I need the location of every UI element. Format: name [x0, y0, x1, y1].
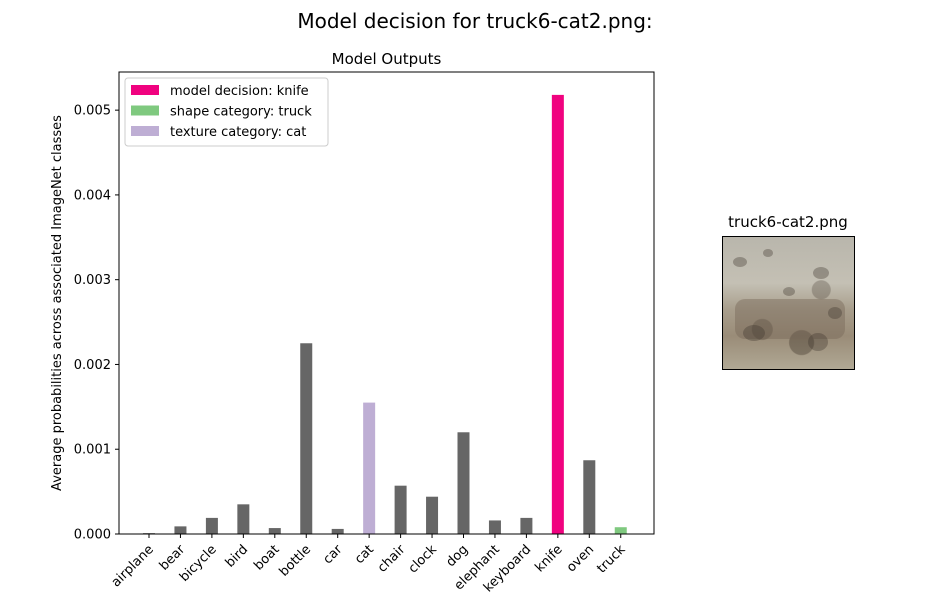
y-tick-label: 0.004	[74, 188, 111, 203]
bar-chair	[394, 485, 407, 534]
bar-bicycle	[205, 517, 218, 534]
texture-spot	[783, 287, 795, 296]
bar-car	[331, 528, 344, 534]
x-tick-label: clock	[406, 542, 441, 577]
texture-spot	[733, 257, 747, 267]
x-tick-label: cat	[352, 542, 377, 567]
bar-boat	[268, 528, 281, 534]
texture-spot	[813, 267, 829, 279]
x-tick-label: knife	[532, 542, 565, 575]
legend-swatch-shape	[131, 105, 159, 116]
bar-knife	[551, 94, 564, 535]
bar-bird	[237, 504, 250, 534]
stimulus-image	[722, 236, 855, 370]
legend-box	[124, 77, 329, 147]
stimulus-shape	[735, 299, 845, 339]
legend-swatch-decision	[131, 85, 159, 95]
y-axis-label: Average probabilities across associated …	[50, 115, 65, 491]
plot-frame	[118, 71, 655, 535]
texture-spot	[743, 325, 765, 341]
bar-elephant	[488, 520, 501, 534]
bar-dog	[457, 432, 470, 534]
x-tick-label: oven	[564, 542, 597, 575]
x-tick-label: car	[320, 542, 346, 568]
y-tick-label: 0.000	[74, 528, 111, 543]
x-tick-label: bottle	[277, 542, 314, 579]
bar-oven	[583, 460, 596, 534]
legend-label-shape: shape category: truck	[170, 105, 312, 120]
legend-label-texture: texture category: cat	[170, 125, 306, 140]
y-tick-label: 0.001	[74, 443, 111, 458]
bar-bear	[174, 526, 187, 534]
texture-spot	[763, 249, 773, 257]
image-title: truck6-cat2.png	[728, 213, 848, 231]
legend-label-decision: model decision: knife	[170, 84, 309, 99]
bar-cat	[363, 402, 376, 534]
y-tick-label: 0.002	[74, 358, 111, 373]
texture-spot	[808, 333, 828, 351]
legend-swatch-texture	[131, 126, 159, 136]
bar-truck	[614, 527, 627, 534]
bar-keyboard	[520, 517, 533, 534]
bar-bottle	[300, 343, 313, 534]
figure-title: Model decision for truck6-cat2.png:	[297, 9, 653, 33]
x-tick-label: chair	[375, 542, 409, 576]
x-tick-label: truck	[594, 542, 629, 577]
y-tick-label: 0.005	[74, 104, 111, 119]
bar-clock	[426, 496, 439, 534]
y-tick-label: 0.003	[74, 273, 111, 288]
texture-spot	[828, 307, 842, 319]
x-tick-label: bird	[223, 542, 251, 570]
chart-title: Model Outputs	[332, 50, 442, 68]
x-tick-label: airplane	[109, 542, 157, 590]
